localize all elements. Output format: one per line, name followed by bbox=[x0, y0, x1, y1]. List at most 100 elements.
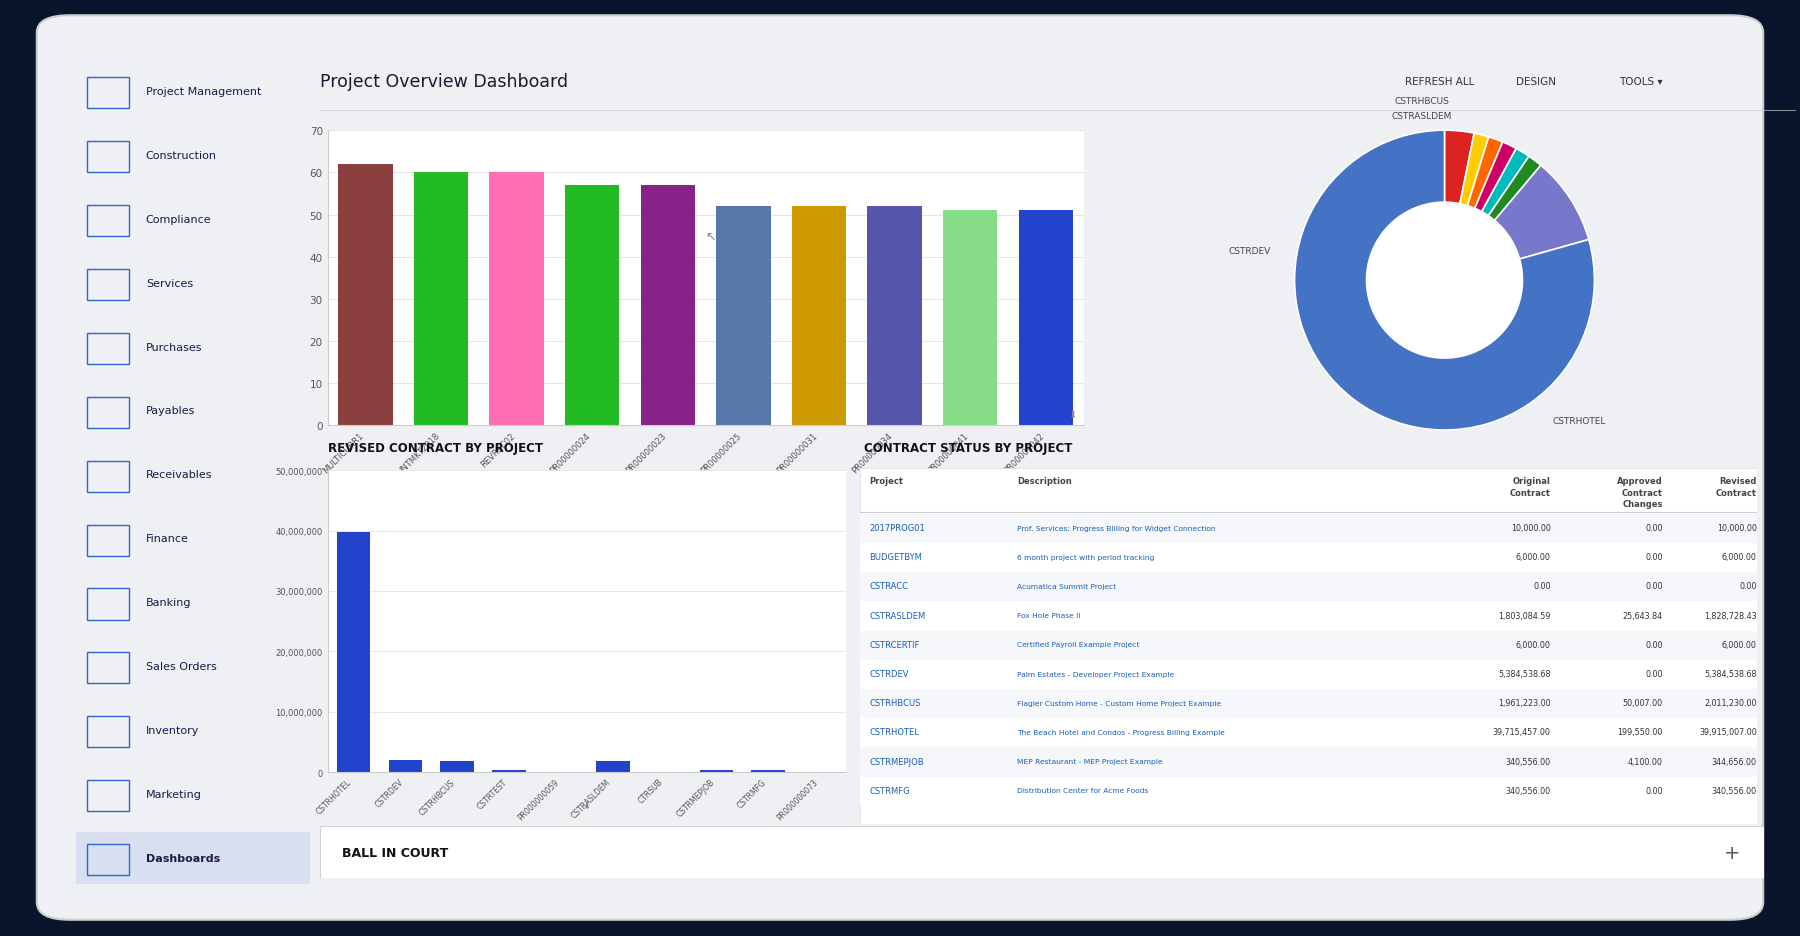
Bar bbox=[860, 514, 1757, 544]
Wedge shape bbox=[1467, 138, 1503, 209]
Text: CSTRASLDEM: CSTRASLDEM bbox=[869, 611, 925, 620]
Text: 39,715,457.00: 39,715,457.00 bbox=[1492, 727, 1550, 737]
Text: CSTRDEV: CSTRDEV bbox=[869, 669, 909, 679]
Bar bbox=[860, 602, 1757, 631]
Text: 2017PROG01: 2017PROG01 bbox=[869, 523, 925, 533]
Bar bbox=[414, 173, 468, 426]
Bar bbox=[596, 761, 630, 772]
Bar bbox=[88, 333, 130, 364]
Text: ⬇: ⬇ bbox=[1069, 409, 1076, 419]
Text: Certified Payroll Example Project: Certified Payroll Example Project bbox=[1017, 642, 1139, 648]
Text: CONTRACT STATUS BY PROJECT: CONTRACT STATUS BY PROJECT bbox=[864, 442, 1073, 455]
Bar bbox=[88, 589, 130, 620]
Bar bbox=[88, 461, 130, 492]
Text: 0.00: 0.00 bbox=[1645, 669, 1663, 679]
Text: 1,828,728.43: 1,828,728.43 bbox=[1705, 611, 1757, 620]
Text: Project: Project bbox=[869, 477, 904, 486]
Text: Original
Contract: Original Contract bbox=[1510, 477, 1550, 497]
Text: Prof. Services: Progress Billing for Widget Connection: Prof. Services: Progress Billing for Wid… bbox=[1017, 525, 1215, 531]
Text: Fox Hole Phase II: Fox Hole Phase II bbox=[1017, 612, 1080, 619]
Text: Receivables: Receivables bbox=[146, 470, 212, 480]
Text: ↖: ↖ bbox=[706, 230, 716, 243]
Bar bbox=[88, 141, 130, 173]
Wedge shape bbox=[1460, 134, 1489, 206]
Bar bbox=[860, 544, 1757, 573]
Bar bbox=[338, 165, 392, 426]
Text: Approved
Contract
Changes: Approved Contract Changes bbox=[1616, 477, 1663, 508]
Text: Purchases: Purchases bbox=[146, 343, 202, 352]
Bar bbox=[792, 207, 846, 426]
Bar bbox=[88, 270, 130, 300]
Text: 0.00: 0.00 bbox=[1645, 786, 1663, 795]
Bar bbox=[860, 719, 1757, 748]
Text: 10,000.00: 10,000.00 bbox=[1717, 523, 1757, 533]
Text: 1,961,223.00: 1,961,223.00 bbox=[1498, 698, 1550, 708]
Bar bbox=[88, 781, 130, 812]
Text: Construction: Construction bbox=[146, 151, 216, 161]
Text: TOOLS ▾: TOOLS ▾ bbox=[1620, 77, 1663, 87]
Wedge shape bbox=[1494, 166, 1589, 259]
Bar bbox=[491, 770, 526, 772]
Text: CSTRACC: CSTRACC bbox=[869, 582, 909, 591]
Bar bbox=[88, 717, 130, 748]
Bar bbox=[641, 185, 695, 426]
Text: CSTRHOTEL: CSTRHOTEL bbox=[869, 727, 920, 737]
Text: 0.00: 0.00 bbox=[1645, 582, 1663, 591]
Text: ⬇: ⬇ bbox=[1519, 482, 1526, 492]
Bar bbox=[88, 397, 130, 429]
Text: 0.00: 0.00 bbox=[1645, 552, 1663, 562]
Text: Compliance: Compliance bbox=[146, 214, 211, 225]
Text: CSTRASLDEM: CSTRASLDEM bbox=[1391, 112, 1453, 121]
Bar bbox=[860, 573, 1757, 602]
Text: 6,000.00: 6,000.00 bbox=[1723, 640, 1757, 650]
Wedge shape bbox=[1489, 157, 1541, 221]
Bar bbox=[860, 631, 1757, 660]
Bar bbox=[337, 533, 371, 772]
Text: 0.00: 0.00 bbox=[1645, 523, 1663, 533]
Text: 6,000.00: 6,000.00 bbox=[1516, 552, 1550, 562]
Text: CSTRHOTEL: CSTRHOTEL bbox=[1553, 417, 1606, 425]
Text: 340,556.00: 340,556.00 bbox=[1505, 757, 1550, 766]
Text: CSTRHBCUS: CSTRHBCUS bbox=[869, 698, 922, 708]
Text: CSTRMFG: CSTRMFG bbox=[869, 786, 911, 795]
Text: 6,000.00: 6,000.00 bbox=[1516, 640, 1550, 650]
Text: REFRESH ALL: REFRESH ALL bbox=[1406, 77, 1474, 87]
Text: 2,011,230.00: 2,011,230.00 bbox=[1705, 698, 1757, 708]
Text: ⬇: ⬇ bbox=[583, 800, 590, 811]
Text: The Beach Hotel and Condos - Progress Billing Example: The Beach Hotel and Condos - Progress Bi… bbox=[1017, 729, 1226, 735]
Text: Sales Orders: Sales Orders bbox=[146, 662, 216, 671]
Bar bbox=[751, 770, 785, 772]
Text: Marketing: Marketing bbox=[146, 789, 202, 799]
Text: Description: Description bbox=[1017, 477, 1073, 486]
Text: Revised
Contract: Revised Contract bbox=[1715, 477, 1757, 497]
Bar bbox=[88, 206, 130, 237]
Text: Finance: Finance bbox=[146, 534, 189, 544]
Bar bbox=[565, 185, 619, 426]
Text: 340,556.00: 340,556.00 bbox=[1712, 786, 1757, 795]
Bar bbox=[389, 760, 423, 772]
Bar bbox=[716, 207, 770, 426]
Bar bbox=[860, 777, 1757, 806]
Text: 0.00: 0.00 bbox=[1534, 582, 1550, 591]
Text: 25,643.84: 25,643.84 bbox=[1622, 611, 1663, 620]
Text: 6,000.00: 6,000.00 bbox=[1723, 552, 1757, 562]
Text: Inventory: Inventory bbox=[146, 725, 200, 736]
Text: 4,100.00: 4,100.00 bbox=[1627, 757, 1663, 766]
Bar bbox=[441, 761, 473, 772]
Bar bbox=[1019, 211, 1073, 426]
Wedge shape bbox=[1444, 131, 1474, 204]
Bar bbox=[868, 207, 922, 426]
Bar bbox=[860, 689, 1757, 719]
Bar bbox=[700, 770, 733, 772]
Bar bbox=[88, 844, 130, 875]
Bar bbox=[76, 832, 315, 884]
Text: MEP Restaurant - MEP Project Example: MEP Restaurant - MEP Project Example bbox=[1017, 758, 1163, 765]
Bar bbox=[860, 748, 1757, 777]
Text: 0.00: 0.00 bbox=[1739, 582, 1757, 591]
Text: Acumatica Summit Project: Acumatica Summit Project bbox=[1017, 583, 1116, 590]
Bar bbox=[88, 525, 130, 556]
Text: Banking: Banking bbox=[146, 597, 191, 607]
Text: BUDGETBYM: BUDGETBYM bbox=[869, 552, 922, 562]
Bar bbox=[88, 78, 130, 109]
Text: 1,803,084.59: 1,803,084.59 bbox=[1498, 611, 1550, 620]
